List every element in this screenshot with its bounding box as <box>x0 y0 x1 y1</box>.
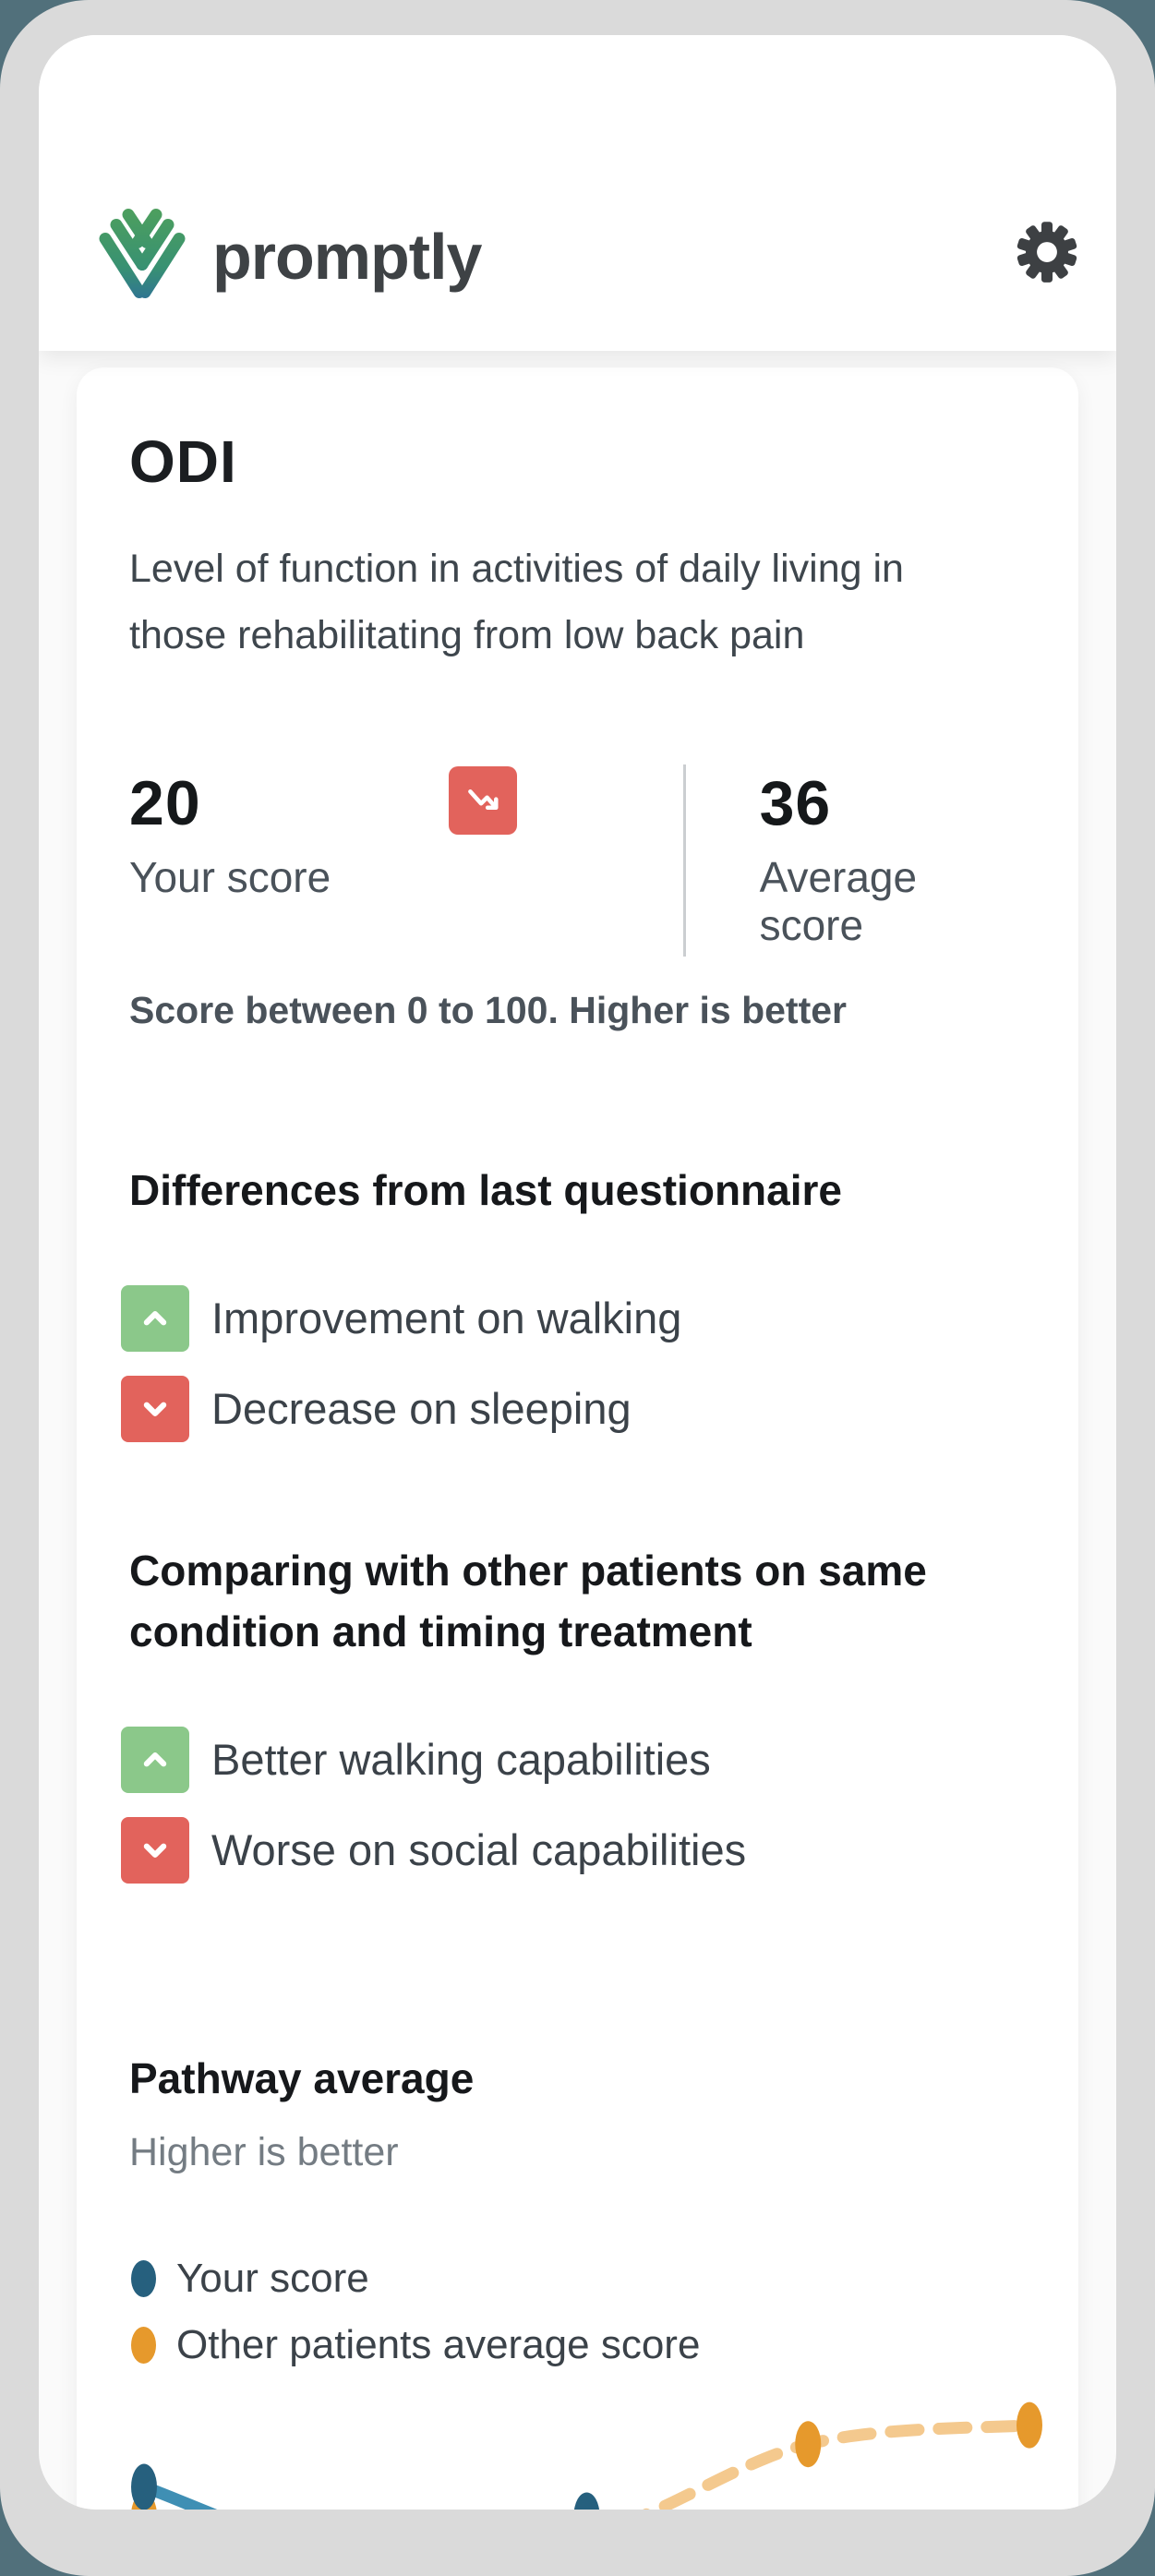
app-screen: promptly <box>39 35 1116 2510</box>
your-score-block: 20 Your score <box>129 766 683 949</box>
pathway-heading: Pathway average <box>129 2054 475 2102</box>
average-score-block: 36 Average score <box>686 770 1026 949</box>
differences-heading: Differences from last questionnaire <box>129 1166 842 1214</box>
legend-label: Your score <box>176 2256 369 2301</box>
legend-item: Your score <box>129 2253 1026 2305</box>
promptly-leaf-logo-icon <box>99 209 186 298</box>
page-title: ODI <box>129 428 237 495</box>
header-bar: promptly <box>39 35 1116 351</box>
list-item: Worse on social capabilities <box>121 1817 1026 1884</box>
legend-dot-others-average <box>131 2327 156 2364</box>
legend-dot-your-score <box>131 2260 156 2297</box>
settings-gear-icon[interactable] <box>1015 220 1079 284</box>
list-item: Decrease on sleeping <box>121 1376 1026 1442</box>
average-score-label: Average score <box>759 853 918 949</box>
gear-teeth <box>1017 222 1077 283</box>
pathway-chart <box>129 2391 1042 2510</box>
chevron-down-icon <box>121 1376 189 1442</box>
list-item: Improvement on walking <box>121 1285 1026 1352</box>
trending-down-icon <box>448 766 517 835</box>
odi-description: Level of function in activities of daily… <box>129 547 904 657</box>
legend-item: Other patients average score <box>129 2319 1026 2371</box>
pathway-subheading: Higher is better <box>129 2130 399 2174</box>
score-divider <box>682 764 686 957</box>
content-card: ODI Level of function in activities of d… <box>77 367 1078 2510</box>
comparison-heading: Comparing with other patients on same co… <box>129 1547 927 1655</box>
item-label: Decrease on sleeping <box>211 1383 632 1433</box>
item-label: Worse on social capabilities <box>211 1824 747 1874</box>
score-row: 20 Your score 36 Average score <box>129 764 1026 957</box>
item-label: Better walking capabilities <box>211 1734 711 1784</box>
chevron-up-icon <box>121 1727 189 1793</box>
list-item: Better walking capabilities <box>121 1727 1026 1793</box>
your-score-label: Your score <box>129 853 331 901</box>
brand-wordmark: promptly <box>212 221 482 293</box>
score-range-note: Score between 0 to 100. Higher is better <box>129 989 847 1031</box>
item-label: Improvement on walking <box>211 1293 682 1342</box>
chevron-down-icon <box>121 1817 189 1884</box>
legend-label: Other patients average score <box>176 2322 701 2367</box>
brand-logo: promptly <box>96 207 482 318</box>
chart-legend: Your score Other patients average score <box>129 2253 1026 2371</box>
average-score-value: 36 <box>759 768 832 838</box>
chevron-up-icon <box>121 1285 189 1352</box>
your-score-value: 20 <box>129 768 201 838</box>
